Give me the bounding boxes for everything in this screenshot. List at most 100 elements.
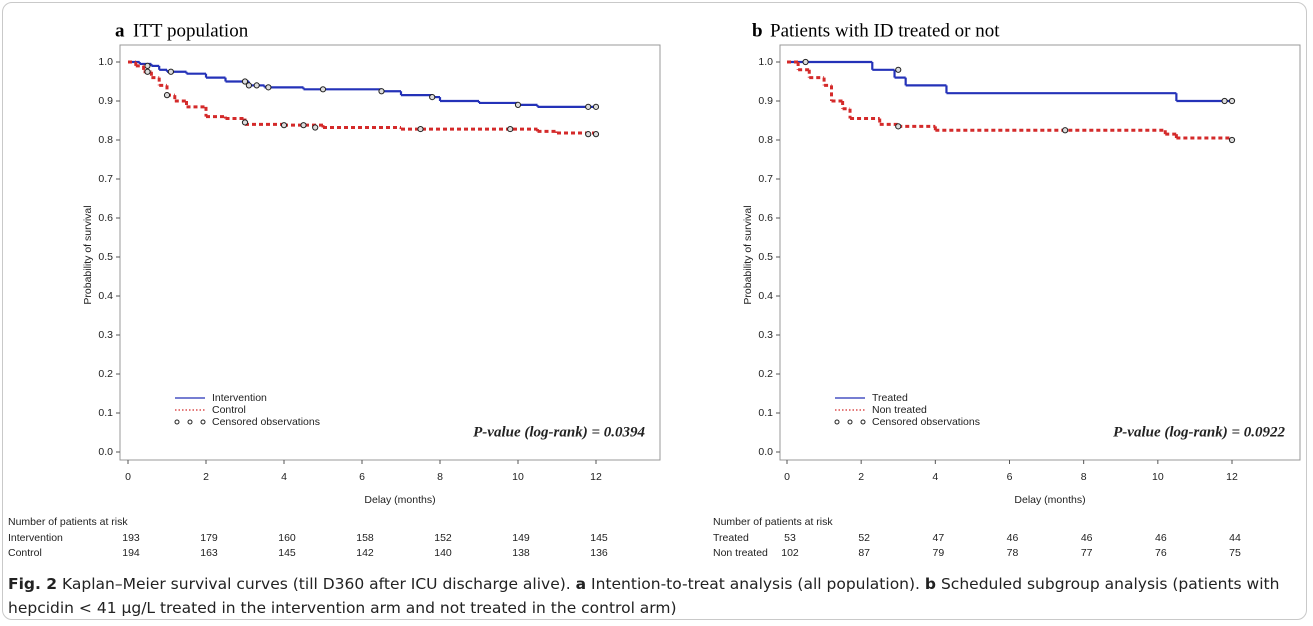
risk-value: 145 xyxy=(278,547,296,559)
risk-row-label: Intervention xyxy=(8,532,63,544)
legend-label: Censored observations xyxy=(212,416,320,428)
risk-value: 145 xyxy=(590,532,608,544)
y-tick-label: 0.1 xyxy=(98,407,113,419)
y-tick-label: 0.4 xyxy=(758,290,773,302)
x-tick-label: 6 xyxy=(359,471,365,483)
censored-mark xyxy=(895,66,902,73)
y-tick-label: 0.9 xyxy=(758,95,773,107)
caption: Fig. 2 Kaplan–Meier survival curves (til… xyxy=(8,572,1298,620)
risk-value: 160 xyxy=(278,532,296,544)
panel-label: a xyxy=(115,20,125,41)
risk-value: 179 xyxy=(200,532,218,544)
censored-mark xyxy=(1228,97,1236,105)
legend-label: Non treated xyxy=(872,404,927,416)
censored-mark xyxy=(167,68,174,75)
caption-a-label: a xyxy=(575,575,587,593)
censored-mark xyxy=(144,68,151,75)
y-tick-label: 0.6 xyxy=(98,212,113,224)
figure: a ITT population 0.0 0.1 0.2 0.3 0.4 0.5 0.6 0.7 0… xyxy=(8,20,1301,559)
legend-censored xyxy=(847,419,853,425)
censored-mark xyxy=(319,86,327,93)
censored-mark xyxy=(585,103,592,110)
risk-value: 47 xyxy=(932,532,944,544)
risk-row-label: Non treated xyxy=(713,547,768,559)
censored-mark xyxy=(417,125,424,133)
panel-title: Patients with ID treated or not xyxy=(770,20,1000,41)
risk-value: 136 xyxy=(590,547,608,559)
risk-value: 78 xyxy=(1007,547,1019,559)
x-tick-label: 4 xyxy=(932,471,938,483)
p-value: P-value (log-rank) = 0.0394 xyxy=(473,424,645,440)
risk-value: 163 xyxy=(200,547,218,559)
caption-b-text: Scheduled subgroup analysis (patients wi… xyxy=(8,575,1280,617)
x-axis-label: Delay (months) xyxy=(364,494,435,506)
y-tick-label: 0.1 xyxy=(758,407,773,419)
censored-mark xyxy=(144,62,151,70)
y-tick-label: 0.7 xyxy=(98,173,113,185)
risk-value: 149 xyxy=(512,532,530,544)
y-tick-label: 0.3 xyxy=(758,329,773,341)
risk-value: 152 xyxy=(434,532,452,544)
y-tick-label: 0.9 xyxy=(98,95,113,107)
censored-mark xyxy=(1221,97,1228,105)
risk-value: 46 xyxy=(1155,532,1167,544)
risk-row-label: Treated xyxy=(713,532,749,544)
y-tick-label: 0.4 xyxy=(98,290,113,302)
x-tick-label: 6 xyxy=(1007,471,1013,483)
plot-frame xyxy=(119,44,661,461)
panel-label: b xyxy=(752,20,763,41)
legend-censored xyxy=(834,419,840,425)
y-tick-label: 0.8 xyxy=(758,134,773,146)
x-tick-label: 10 xyxy=(1152,471,1164,483)
x-tick-label: 0 xyxy=(784,471,790,483)
legend-censored xyxy=(174,419,180,425)
legend-label: Control xyxy=(212,404,246,416)
risk-value: 194 xyxy=(122,547,140,559)
p-value: P-value (log-rank) = 0.0922 xyxy=(1113,424,1285,440)
y-axis-label: Probability of survival xyxy=(82,205,94,304)
y-tick-label: 0.5 xyxy=(98,251,113,263)
legend-label: Treated xyxy=(872,392,908,404)
censored-mark xyxy=(429,94,436,101)
risk-value: 53 xyxy=(784,532,796,544)
x-tick-label: 4 xyxy=(281,471,287,483)
risk-value: 46 xyxy=(1007,532,1019,544)
y-tick-label: 0.6 xyxy=(758,212,773,224)
plot-frame xyxy=(779,44,1301,461)
legend-censored xyxy=(187,419,193,425)
risk-value: 138 xyxy=(512,547,530,559)
x-tick-label: 2 xyxy=(203,471,209,483)
risk-value: 158 xyxy=(356,532,374,544)
risk-table-title: Number of patients at risk xyxy=(713,516,833,528)
censored-mark xyxy=(163,92,171,99)
censored-mark xyxy=(592,131,600,138)
x-tick-label: 8 xyxy=(437,471,443,483)
x-tick-label: 2 xyxy=(858,471,864,483)
y-tick-label: 0.0 xyxy=(98,446,113,458)
risk-value: 79 xyxy=(932,547,944,559)
risk-value: 52 xyxy=(858,532,870,544)
censored-mark xyxy=(265,84,272,91)
x-tick-label: 0 xyxy=(125,471,131,483)
x-tick-label: 10 xyxy=(512,471,524,483)
censored-mark xyxy=(507,125,514,133)
censored-mark xyxy=(253,82,260,89)
y-tick-label: 0.2 xyxy=(98,368,113,380)
y-tick-label: 0.8 xyxy=(98,134,113,146)
y-tick-label: 0.0 xyxy=(758,446,773,458)
censored-mark xyxy=(378,88,385,95)
censored-mark xyxy=(312,124,319,131)
censored-mark xyxy=(245,82,252,89)
y-tick-label: 1.0 xyxy=(758,56,773,68)
risk-row-label: Control xyxy=(8,547,42,559)
caption-text: Kaplan–Meier survival curves (till D360 … xyxy=(62,575,571,593)
risk-value: 44 xyxy=(1229,532,1241,544)
risk-value: 75 xyxy=(1229,547,1241,559)
legend-label: Intervention xyxy=(212,392,267,404)
risk-value: 140 xyxy=(434,547,452,559)
x-tick-label: 8 xyxy=(1081,471,1087,483)
x-axis-label: Delay (months) xyxy=(1014,494,1085,506)
legend-label: Censored observations xyxy=(872,416,980,428)
